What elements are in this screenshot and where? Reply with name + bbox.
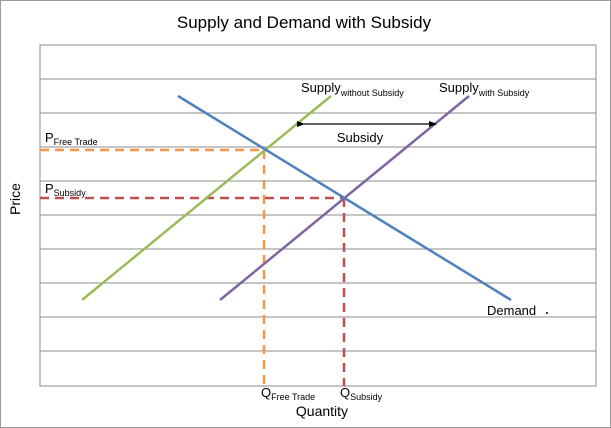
demand-label: Demand <box>487 303 536 318</box>
quantity-free-trade-label: QFree Trade <box>261 385 315 402</box>
chart-title: Supply and Demand with Subsidy <box>177 13 432 32</box>
demand-curve <box>177 94 512 302</box>
price-subsidy-label: PSubsidy <box>45 181 86 198</box>
demand-label-dot <box>546 312 548 314</box>
supply-without-subsidy-label: Supplywithout Subsidy <box>301 80 404 98</box>
subsidy-arrow-label: Subsidy <box>337 130 384 145</box>
price-free-trade-label: PFree Trade <box>45 130 98 147</box>
x-axis-title: Quantity <box>296 403 348 419</box>
supply-without-subsidy-curve <box>81 95 332 301</box>
supply-with-subsidy-label: Supplywith Subsidy <box>439 80 530 98</box>
y-axis-title: Price <box>7 183 23 215</box>
quantity-subsidy-label: QSubsidy <box>340 385 383 402</box>
gridlines <box>40 78 596 352</box>
